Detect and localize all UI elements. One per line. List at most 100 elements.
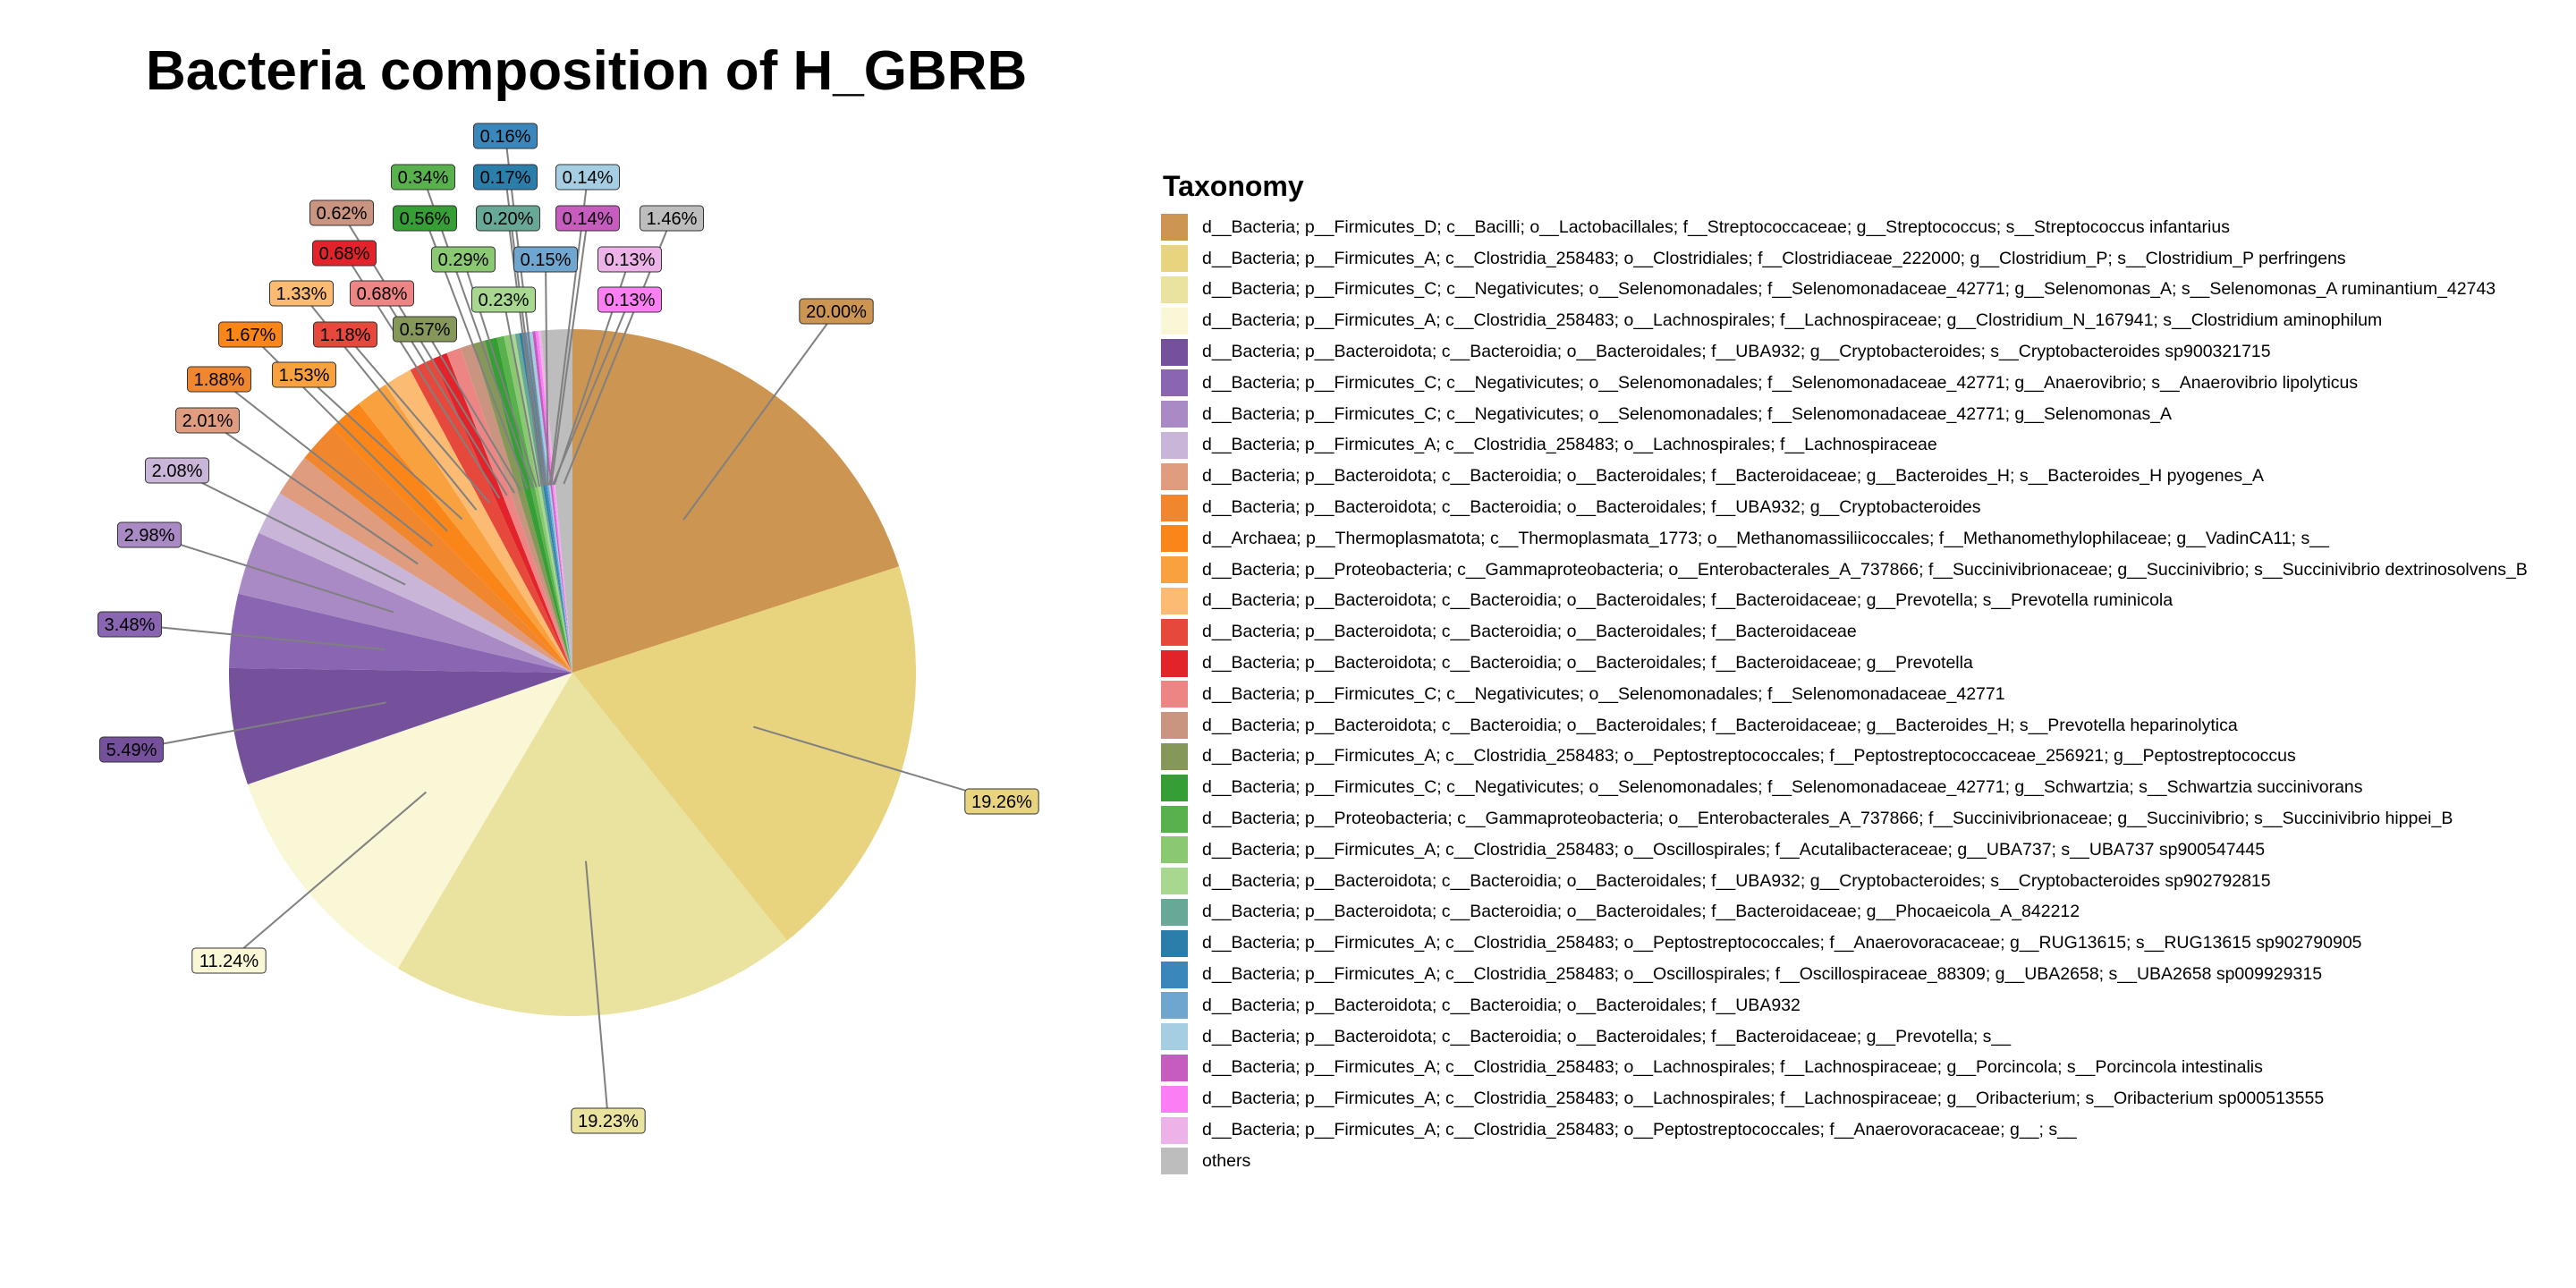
data-label-12: 1.53% (279, 366, 330, 386)
legend-item-27: d__Bacteria; p__Bacteroidota; c__Bactero… (1161, 1021, 2528, 1053)
legend-label: d__Bacteria; p__Firmicutes_A; c__Clostri… (1202, 1089, 2325, 1109)
legend-item-21: d__Bacteria; p__Firmicutes_A; c__Clostri… (1161, 835, 2528, 866)
data-label-22: 0.23% (479, 291, 530, 310)
legend-swatch (1161, 1085, 1188, 1113)
data-label-14: 1.18% (320, 326, 371, 345)
legend-label: d__Bacteria; p__Firmicutes_A; c__Clostri… (1202, 933, 2362, 953)
pie-slice-12 (359, 384, 572, 673)
leader-line-28 (550, 217, 589, 486)
legend-item-31: others (1161, 1146, 2528, 1177)
data-label-box-3 (571, 1107, 646, 1134)
pie-slice-18 (472, 340, 572, 673)
pie-slice-19 (485, 337, 572, 673)
data-label-box-11 (218, 321, 283, 348)
leader-line-3 (584, 860, 609, 1122)
data-label-box-2 (964, 788, 1039, 815)
legend-swatch (1161, 836, 1188, 864)
pie-slice-13 (386, 369, 572, 673)
pie-slice-14 (410, 359, 572, 673)
legend-label: d__Bacteria; p__Bacteroidota; c__Bactero… (1202, 466, 2265, 487)
leader-line-9 (207, 419, 419, 565)
legend-item-25: d__Bacteria; p__Firmicutes_A; c__Clostri… (1161, 959, 2528, 990)
legend-swatch (1161, 275, 1188, 303)
legend-swatch (1161, 742, 1188, 770)
leader-line-2 (753, 725, 1003, 802)
pie-slice-1 (572, 329, 900, 673)
legend-item-13: d__Bacteria; p__Bacteroidota; c__Bactero… (1161, 586, 2528, 617)
data-label-box-13 (269, 280, 334, 307)
legend-swatch (1161, 618, 1188, 646)
legend-swatch (1161, 1054, 1188, 1081)
legend-swatch (1161, 245, 1188, 273)
legend-swatch (1161, 774, 1188, 801)
legend-swatch (1161, 214, 1188, 242)
legend-label: d__Bacteria; p__Bacteroidota; c__Bactero… (1202, 870, 2271, 891)
leader-line-6 (129, 623, 386, 651)
data-label-box-15 (312, 240, 377, 267)
legend-item-11: d__Archaea; p__Thermoplasmatota; c__Ther… (1161, 523, 2528, 555)
data-label-31: 1.46% (647, 209, 698, 229)
legend-label: d__Bacteria; p__Bacteroidota; c__Bactero… (1202, 653, 1973, 674)
data-label-box-27 (555, 164, 620, 191)
legend-swatch (1161, 1148, 1188, 1175)
legend-item-28: d__Bacteria; p__Firmicutes_A; c__Clostri… (1161, 1053, 2528, 1084)
legend-label: d__Bacteria; p__Firmicutes_A; c__Clostri… (1202, 1057, 2263, 1078)
leader-line-14 (344, 334, 490, 504)
data-label-box-1 (799, 298, 874, 325)
data-label-13: 1.33% (276, 284, 327, 304)
legend-swatch (1161, 805, 1188, 833)
pie-slice-10 (304, 428, 572, 673)
legend-item-15: d__Bacteria; p__Bacteroidota; c__Bactero… (1161, 648, 2528, 679)
legend-label: d__Bacteria; p__Proteobacteria; c__Gamma… (1202, 559, 2528, 580)
legend-swatch (1161, 338, 1188, 366)
legend-item-22: d__Bacteria; p__Bacteroidota; c__Bactero… (1161, 866, 2528, 897)
legend-label: d__Bacteria; p__Firmicutes_C; c__Negativ… (1202, 279, 2496, 300)
leader-line-22 (503, 299, 541, 487)
legend-label: d__Bacteria; p__Firmicutes_A; c__Clostri… (1202, 435, 1937, 455)
legend-item-3: d__Bacteria; p__Firmicutes_C; c__Negativ… (1161, 275, 2528, 306)
data-label-19: 0.56% (400, 209, 451, 229)
data-label-9: 2.01% (182, 411, 233, 431)
data-label-box-7 (117, 521, 182, 548)
pie-slice-16 (446, 348, 572, 673)
data-label-5: 5.49% (106, 741, 157, 760)
data-label-box-6 (97, 611, 162, 638)
legend-label: d__Bacteria; p__Firmicutes_C; c__Negativ… (1202, 777, 2363, 798)
pie-slice-17 (460, 343, 572, 673)
data-label-box-8 (145, 457, 209, 484)
legend-item-14: d__Bacteria; p__Bacteroidota; c__Bactero… (1161, 616, 2528, 648)
legend-swatch (1161, 462, 1188, 490)
data-label-box-12 (272, 361, 336, 388)
legend-swatch (1161, 307, 1188, 335)
legend-label: d__Bacteria; p__Firmicutes_C; c__Negativ… (1202, 683, 2005, 704)
data-label-box-26 (513, 246, 578, 273)
data-label-17: 0.62% (317, 204, 368, 224)
legend-label: d__Bacteria; p__Firmicutes_C; c__Negativ… (1202, 403, 2173, 424)
data-label-box-31 (640, 205, 704, 232)
legend-label: d__Bacteria; p__Bacteroidota; c__Bactero… (1202, 995, 1801, 1015)
data-label-29: 0.13% (605, 291, 656, 310)
data-label-28: 0.14% (563, 209, 614, 229)
data-label-18: 0.57% (400, 320, 451, 340)
leader-line-10 (218, 378, 433, 547)
leader-line-5 (131, 701, 386, 750)
legend-swatch (1161, 1116, 1188, 1144)
data-label-box-19 (393, 205, 457, 232)
legend-swatch (1161, 556, 1188, 584)
legend-swatch (1161, 868, 1188, 895)
data-label-20: 0.34% (398, 168, 449, 188)
leader-line-18 (424, 328, 522, 492)
legend-item-2: d__Bacteria; p__Firmicutes_A; c__Clostri… (1161, 243, 2528, 275)
data-label-8: 2.08% (152, 462, 203, 481)
legend-item-4: d__Bacteria; p__Firmicutes_A; c__Clostri… (1161, 305, 2528, 336)
data-label-box-14 (313, 321, 377, 348)
legend-label: d__Bacteria; p__Firmicutes_A; c__Clostri… (1202, 839, 2266, 860)
legend-item-16: d__Bacteria; p__Firmicutes_C; c__Negativ… (1161, 679, 2528, 710)
data-label-box-20 (391, 164, 455, 191)
legend-item-17: d__Bacteria; p__Bacteroidota; c__Bactero… (1161, 710, 2528, 741)
legend-item-6: d__Bacteria; p__Firmicutes_C; c__Negativ… (1161, 368, 2528, 399)
legend-item-12: d__Bacteria; p__Proteobacteria; c__Gamma… (1161, 555, 2528, 586)
data-label-24: 0.17% (480, 168, 531, 188)
pie-slice-4 (247, 673, 572, 969)
legend-swatch (1161, 401, 1188, 428)
